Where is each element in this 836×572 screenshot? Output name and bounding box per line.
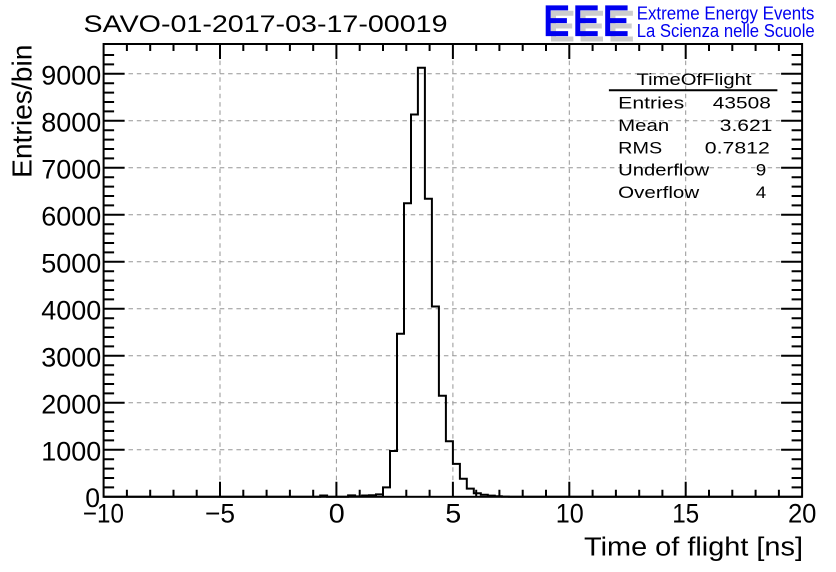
svg-text:Entries: Entries [618, 94, 684, 113]
svg-text:RMS: RMS [618, 138, 662, 157]
svg-text:3000: 3000 [41, 342, 101, 372]
svg-text:Underflow: Underflow [618, 161, 710, 180]
svg-text:2000: 2000 [41, 389, 101, 419]
svg-text:La Scienza nelle Scuole: La Scienza nelle Scuole [637, 21, 815, 41]
svg-text:9000: 9000 [41, 60, 101, 90]
svg-text:0: 0 [85, 483, 100, 513]
svg-text:Extreme Energy Events: Extreme Energy Events [637, 4, 815, 24]
svg-text:TimeOfFlight: TimeOfFlight [637, 70, 752, 89]
svg-text:0.7812: 0.7812 [705, 138, 770, 157]
svg-text:SAVO-01-2017-03-17-00019: SAVO-01-2017-03-17-00019 [84, 11, 448, 38]
svg-text:Time of flight [ns]: Time of flight [ns] [584, 533, 803, 561]
svg-text:10: 10 [556, 499, 584, 529]
svg-text:Entries/bin: Entries/bin [6, 45, 37, 179]
svg-text:6000: 6000 [41, 201, 101, 231]
svg-text:Overflow: Overflow [618, 183, 700, 202]
svg-text:20: 20 [788, 499, 817, 529]
svg-text:8000: 8000 [41, 107, 101, 137]
svg-text:5000: 5000 [41, 248, 101, 278]
svg-text:15: 15 [672, 499, 699, 529]
svg-text:7000: 7000 [41, 154, 101, 184]
svg-text:0: 0 [329, 499, 345, 529]
svg-text:5: 5 [445, 499, 461, 529]
svg-text:−10: −10 [83, 499, 124, 529]
svg-text:−5: −5 [205, 499, 235, 529]
svg-text:3.621: 3.621 [720, 116, 773, 135]
svg-text:4: 4 [756, 183, 767, 202]
svg-text:9: 9 [756, 161, 767, 180]
svg-text:1000: 1000 [41, 436, 101, 466]
svg-text:43508: 43508 [713, 94, 771, 113]
svg-text:4000: 4000 [41, 295, 101, 325]
svg-text:Mean: Mean [618, 116, 669, 135]
